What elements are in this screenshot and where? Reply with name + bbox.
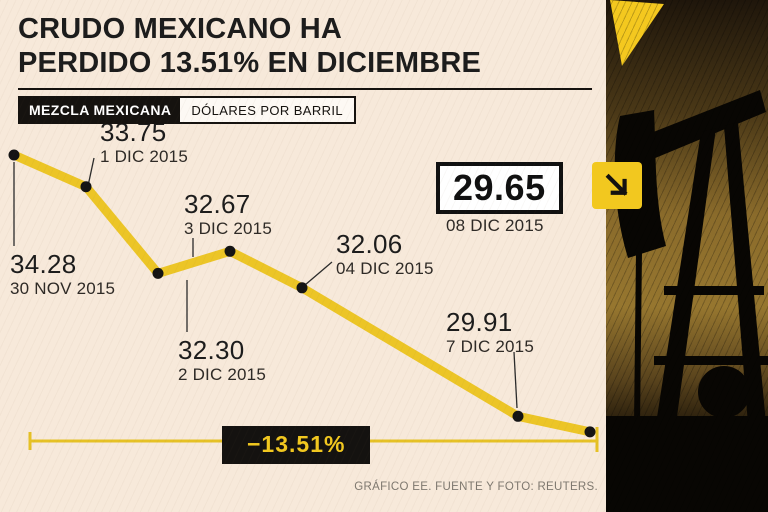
series-unit-label: DÓLARES POR BARRIL: [191, 103, 344, 118]
point-label-1dic: 33.75 1 DIC 2015: [100, 118, 188, 167]
source-credit: GRÁFICO EE. FUENTE Y FOTO: REUTERS.: [354, 481, 598, 493]
point-date: 1 DIC 2015: [100, 147, 188, 166]
point-date: 7 DIC 2015: [446, 337, 534, 356]
point-label-3dic: 32.67 3 DIC 2015: [184, 190, 272, 239]
point-value: 29.91: [446, 307, 513, 337]
series-name-label: MEZCLA MEXICANA: [20, 98, 181, 122]
pumpjack-silhouette: [606, 0, 768, 512]
point-label-30nov: 34.28 30 NOV 2015: [10, 250, 115, 299]
down-right-arrow-icon: [592, 162, 642, 209]
latest-price-box: 29.65: [436, 162, 563, 214]
leader-lines: [13, 157, 518, 409]
point-date: 2 DIC 2015: [178, 365, 266, 384]
chart-panel: CRUDO MEXICANO HA PERDIDO 13.51% EN DICI…: [0, 0, 642, 512]
point-label-04dic: 32.06 04 DIC 2015: [336, 230, 434, 279]
title-line2: PERDIDO 13.51% EN DICIEMBRE: [18, 47, 482, 79]
latest-price-date: 08 DIC 2015: [446, 216, 544, 235]
point-label-7dic: 29.91 7 DIC 2015: [446, 308, 534, 357]
point-date: 04 DIC 2015: [336, 259, 434, 278]
pumpjack-photo: [606, 0, 768, 512]
point-value: 32.67: [184, 189, 251, 219]
yellow-corner-accent: [610, 0, 664, 66]
point-date: 30 NOV 2015: [10, 279, 116, 298]
series-badge: MEZCLA MEXICANA DÓLARES POR BARRIL: [18, 96, 357, 124]
point-value: 32.06: [336, 229, 403, 259]
point-date: 3 DIC 2015: [184, 219, 272, 238]
point-value: 34.28: [10, 249, 77, 279]
page-title: CRUDO MEXICANO HA PERDIDO 13.51% EN DICI…: [18, 12, 481, 80]
title-line1: CRUDO MEXICANO HA: [18, 13, 343, 45]
total-change-badge: −13.51%: [222, 426, 371, 464]
point-label-2dic: 32.30 2 DIC 2015: [178, 336, 266, 385]
title-divider: [18, 88, 592, 90]
point-value: 32.30: [178, 335, 245, 365]
data-point-dots: [8, 149, 596, 438]
